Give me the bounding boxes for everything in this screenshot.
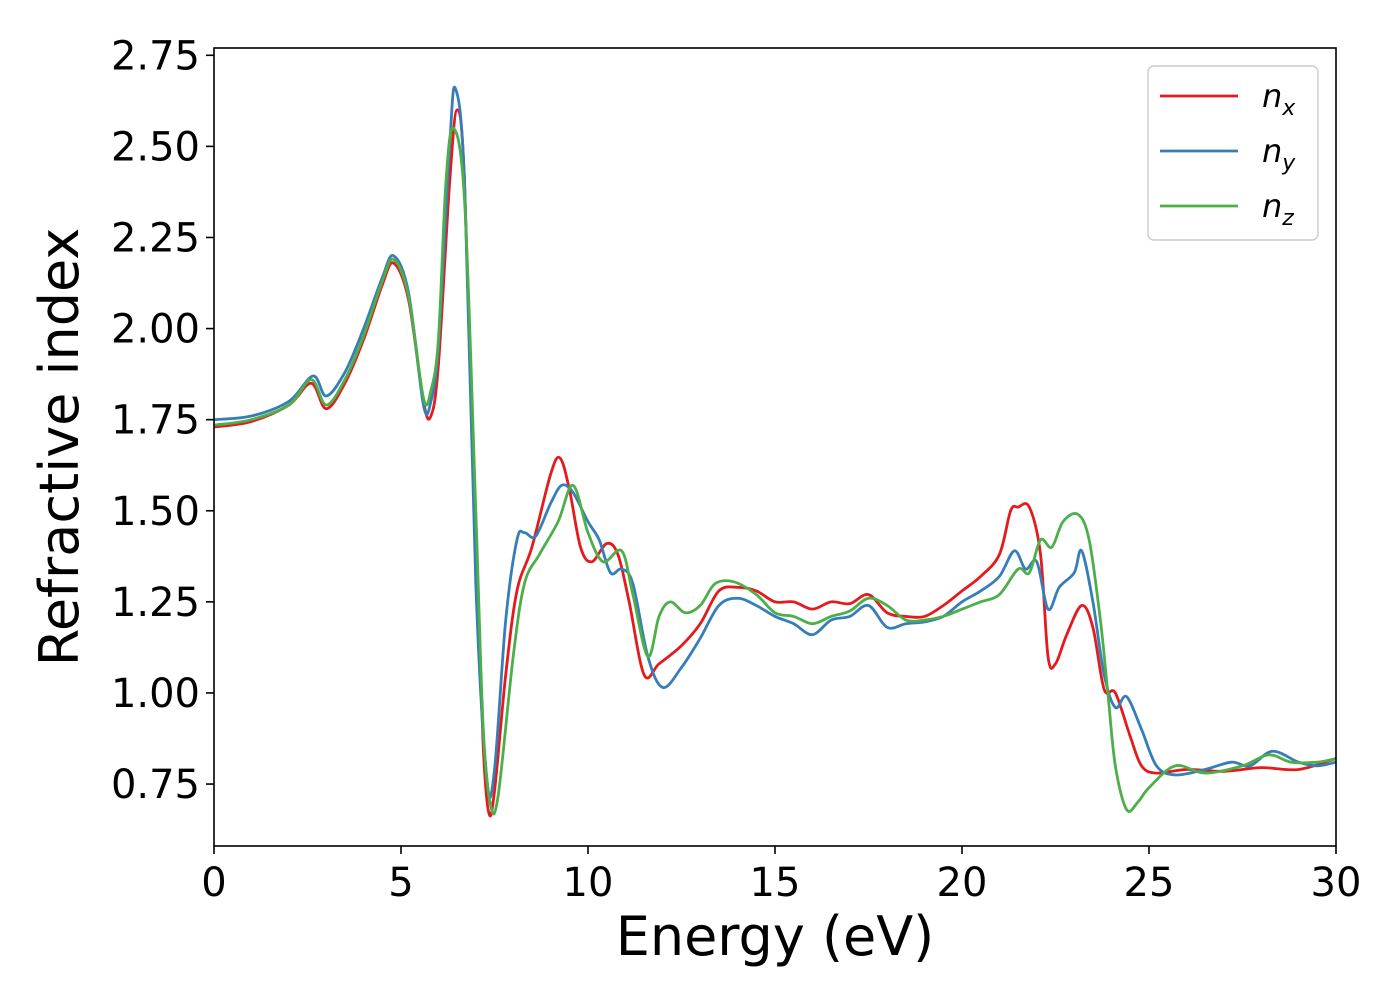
x-tick-label: 30 [1311, 860, 1362, 906]
y-tick-label: 2.25 [111, 215, 200, 261]
x-tick-label: 0 [201, 860, 226, 906]
y-axis-label: Refractive index [28, 228, 91, 667]
y-tick-label: 1.75 [111, 398, 200, 444]
legend-label: nx [1262, 77, 1296, 121]
x-axis: 0 5 10 15 20 25 30 [201, 846, 1361, 906]
legend-label: ny [1262, 132, 1296, 176]
legend: nx ny nz [1147, 65, 1319, 241]
x-tick-label: 10 [563, 860, 614, 906]
x-tick-label: 20 [937, 860, 988, 906]
series-line-n-x [214, 108, 1336, 818]
y-axis: 0.75 1.00 1.25 1.50 1.75 2.00 2.25 2.50 2.75 [111, 33, 214, 808]
y-tick-label: 2.00 [111, 307, 200, 353]
legend-frame [1147, 65, 1319, 241]
series-line-n-z [214, 126, 1336, 816]
y-tick-label: 2.75 [111, 33, 200, 79]
y-tick-label: 1.00 [111, 671, 200, 717]
y-tick-label: 0.75 [111, 762, 200, 808]
y-tick-label: 2.50 [111, 124, 200, 170]
legend-label: nz [1262, 187, 1294, 231]
y-tick-label: 1.25 [111, 580, 200, 626]
x-axis-label: Energy (eV) [616, 905, 935, 968]
y-tick-label: 1.50 [111, 489, 200, 535]
x-tick-label: 15 [750, 860, 801, 906]
x-tick-label: 5 [388, 860, 413, 906]
x-tick-label: 25 [1124, 860, 1175, 906]
series-layer [214, 85, 1336, 818]
